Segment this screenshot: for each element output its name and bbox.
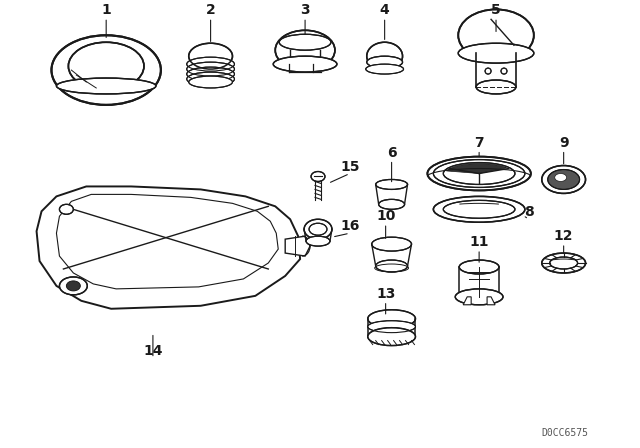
Ellipse shape (428, 157, 531, 190)
Ellipse shape (368, 310, 415, 327)
Text: 12: 12 (554, 229, 573, 243)
Ellipse shape (67, 281, 80, 291)
Ellipse shape (368, 327, 415, 345)
Ellipse shape (433, 159, 525, 187)
Polygon shape (285, 236, 310, 256)
Ellipse shape (306, 236, 330, 246)
Ellipse shape (367, 56, 403, 68)
Polygon shape (36, 186, 300, 309)
Ellipse shape (367, 42, 403, 70)
Ellipse shape (379, 199, 404, 209)
Ellipse shape (187, 67, 234, 81)
Polygon shape (463, 297, 471, 305)
Text: 11: 11 (469, 235, 489, 249)
Text: 2: 2 (205, 4, 216, 17)
Ellipse shape (56, 78, 156, 94)
Text: 3: 3 (300, 4, 310, 17)
Text: 5: 5 (491, 4, 501, 17)
Ellipse shape (60, 277, 87, 295)
Ellipse shape (189, 76, 232, 88)
Ellipse shape (542, 166, 586, 194)
Ellipse shape (444, 163, 515, 185)
Ellipse shape (189, 43, 232, 69)
Ellipse shape (187, 72, 234, 86)
Ellipse shape (444, 200, 515, 218)
Ellipse shape (376, 180, 408, 190)
Ellipse shape (548, 169, 580, 190)
Ellipse shape (311, 172, 325, 181)
Ellipse shape (485, 68, 491, 74)
Text: 6: 6 (387, 146, 396, 159)
Ellipse shape (51, 35, 161, 105)
Text: 13: 13 (376, 287, 396, 301)
Ellipse shape (460, 260, 499, 274)
Text: 14: 14 (143, 345, 163, 358)
Ellipse shape (476, 80, 516, 94)
Ellipse shape (501, 68, 507, 74)
Text: 8: 8 (524, 205, 534, 219)
Ellipse shape (433, 196, 525, 222)
Ellipse shape (68, 42, 144, 90)
Ellipse shape (372, 237, 412, 251)
Text: 10: 10 (376, 209, 396, 223)
Polygon shape (447, 164, 507, 173)
Text: 7: 7 (474, 136, 484, 150)
Text: 4: 4 (380, 4, 390, 17)
Ellipse shape (550, 257, 577, 269)
Ellipse shape (458, 43, 534, 63)
Ellipse shape (187, 57, 234, 71)
Ellipse shape (273, 56, 337, 72)
Ellipse shape (275, 30, 335, 70)
Ellipse shape (458, 9, 534, 61)
Ellipse shape (542, 253, 586, 273)
Ellipse shape (368, 321, 415, 332)
Ellipse shape (60, 204, 74, 214)
Text: D0CC6575: D0CC6575 (541, 428, 589, 438)
Ellipse shape (279, 34, 331, 50)
Ellipse shape (376, 260, 408, 272)
Text: 9: 9 (559, 136, 568, 150)
Ellipse shape (555, 173, 566, 181)
Ellipse shape (187, 62, 234, 76)
Text: 1: 1 (101, 4, 111, 17)
Polygon shape (487, 297, 495, 305)
Text: 16: 16 (340, 219, 360, 233)
Ellipse shape (365, 64, 404, 74)
Text: 15: 15 (340, 159, 360, 173)
Ellipse shape (304, 219, 332, 239)
Ellipse shape (309, 223, 327, 235)
Ellipse shape (455, 289, 503, 305)
